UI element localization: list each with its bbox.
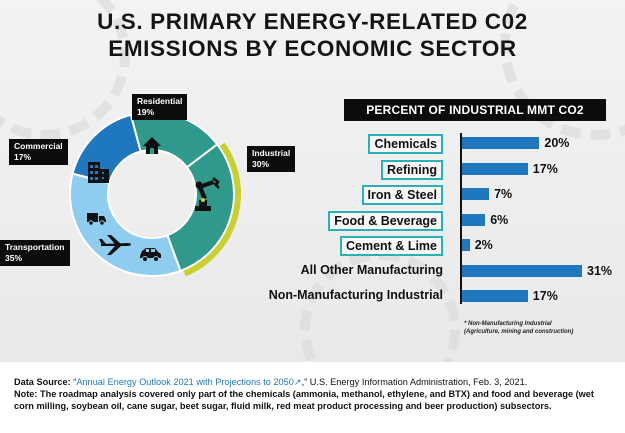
bar-value-label: 6% [490,212,509,227]
bar-category-label: Non-Manufacturing Industrial [268,288,443,302]
bar [462,264,582,277]
footnote-line-2: (Agriculture, mining and construction) [464,329,574,335]
bar-category-label: Cement & Lime [340,236,443,256]
bar-value-label: 17% [532,161,558,176]
transportation-slice [69,172,182,277]
industrial-label: Industrial 30% [247,146,296,172]
residential-label: Residential 19% [132,94,188,120]
house-icon [143,137,161,154]
source-note: Data Source: “Annual Energy Outlook 2021… [14,376,614,413]
transportation-label: Transportation 35% [0,240,70,266]
bar-chart-axis [460,133,462,304]
source-label: Data Source: [14,377,71,387]
bar-value-label: 17% [532,289,558,303]
title-line-1: U.S. PRIMARY ENERGY-RELATED C02 [97,9,528,34]
commercial-value: 17% [14,152,32,162]
airplane-icon [99,235,131,255]
bar-category-label: Refining [381,159,443,180]
source-citation: ,” U.S. Energy Information Administratio… [301,377,528,387]
residential-value: 19% [137,107,155,117]
commercial-name: Commercial [14,141,63,151]
bar-category-label: All Other Manufacturing [300,262,443,277]
bar-category-label: Iron & Steel [361,185,443,205]
external-link-icon[interactable]: ↗ [293,377,302,387]
bar [462,137,540,149]
bar-category-label: Chemicals [368,134,443,154]
bar [462,188,490,200]
bar [462,290,528,302]
industrial-name: Industrial [252,148,291,158]
sector-donut-chart [69,111,242,277]
bar [462,239,470,251]
bar-chart-header: PERCENT OF INDUSTRIAL MMT CO2 [344,99,606,121]
transportation-value: 35% [5,253,23,263]
bar-value-label: 20% [544,136,570,150]
building-icon [88,162,109,183]
transportation-name: Transportation [5,242,65,252]
bar-category-label: Food & Beverage [328,210,443,231]
bar [462,213,486,226]
robot-arm-icon [195,177,220,211]
residential-name: Residential [137,96,183,106]
truck-icon [87,213,106,226]
industrial-value: 30% [252,159,270,169]
note-label: Note: [14,389,38,400]
bar [462,162,528,175]
bar-value-label: 7% [494,187,513,201]
infographic-poster: U.S. PRIMARY ENERGY-RELATED C02 EMISSION… [0,0,625,362]
source-open-quote: “ [73,377,77,387]
bar-value-label: 2% [474,238,493,252]
car-icon [140,248,161,262]
commercial-label: Commercial 17% [9,139,68,165]
bar-value-label: 31% [587,263,613,278]
note-text: The roadmap analysis covered only part o… [14,389,594,412]
bar-chart-footnote: * Non-Manufacturing Industrial (Agricult… [464,320,573,336]
source-link[interactable]: Annual Energy Outlook 2021 with Projecti… [76,377,294,387]
gear-background-decoration [0,0,130,140]
footnote-line-1: * Non-Manufacturing Industrial [464,321,552,327]
title-line-2: EMISSIONS BY ECONOMIC SECTOR [108,36,517,61]
page-title: U.S. PRIMARY ENERGY-RELATED C02 EMISSION… [0,8,625,62]
